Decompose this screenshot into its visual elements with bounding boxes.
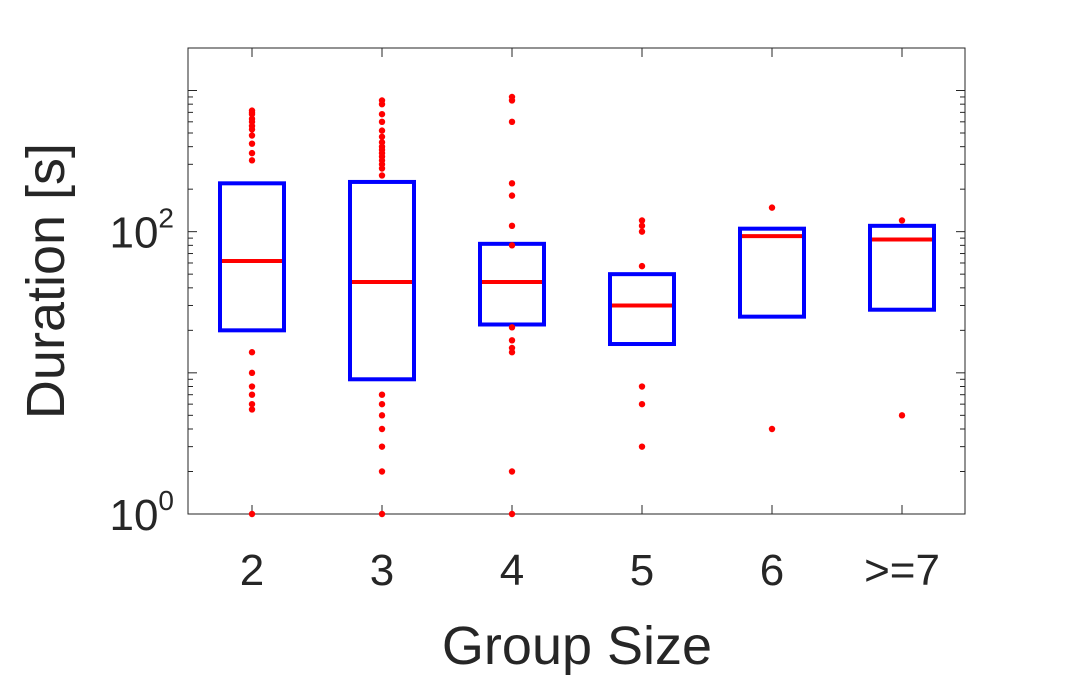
outlier-point [508, 468, 516, 475]
outlier-point [508, 337, 516, 344]
outlier-point [638, 228, 646, 235]
outlier-point [248, 140, 256, 147]
outlier-point [378, 425, 386, 433]
y-tick-label: 100 [109, 485, 174, 540]
outlier-point [638, 262, 646, 270]
x-tick-label: >=7 [864, 546, 940, 595]
plot-area [187, 47, 966, 515]
outlier-point [768, 425, 776, 433]
outlier-point [508, 93, 516, 101]
outlier-point [508, 344, 516, 352]
minor-ticks [188, 47, 965, 473]
y-tick-label-exponent: 0 [158, 485, 174, 516]
x-tick-label: 3 [370, 546, 394, 595]
outlier-point [248, 391, 256, 398]
outlier-point [248, 406, 256, 413]
outlier-point [508, 242, 516, 249]
outlier-point [378, 118, 386, 126]
outlier-point [248, 400, 256, 408]
outlier-point [508, 324, 516, 331]
box-4 [608, 272, 676, 347]
outlier-point [508, 222, 516, 230]
outlier-point [638, 400, 646, 408]
outlier-point [378, 468, 386, 475]
outlier-point [378, 139, 386, 146]
x-tick-label: 2 [240, 546, 264, 595]
x-tick-label: 5 [630, 546, 654, 595]
outlier-point [378, 400, 386, 408]
outlier-point [248, 157, 256, 164]
outlier-point [638, 443, 646, 450]
outlier-point [248, 369, 256, 377]
y-tick-label: 102 [109, 203, 174, 258]
outlier-point [248, 510, 256, 518]
outlier-point [378, 143, 386, 150]
outlier-point [378, 172, 386, 179]
x-axis-title: Group Size [442, 616, 712, 676]
outliers [248, 93, 906, 518]
y-tick-label-base: 10 [109, 491, 158, 540]
outlier-point [378, 133, 386, 140]
y-axis-title: Duration [s] [16, 143, 76, 419]
outlier-point [248, 132, 256, 139]
outlier-point [248, 115, 256, 123]
x-tick-label: 4 [500, 546, 524, 595]
outlier-point [378, 97, 386, 104]
outlier-point [248, 349, 256, 356]
x-tick-labels: 2 3 4 5 6 >=7 [240, 546, 940, 595]
outlier-point [248, 149, 256, 157]
outlier-point [378, 443, 386, 450]
outlier-point [508, 180, 516, 187]
outlier-point [378, 391, 386, 398]
boxes [218, 179, 936, 382]
box-2 [348, 179, 416, 382]
outlier-point [378, 127, 386, 134]
outlier-point [638, 383, 646, 390]
y-tick-label-base: 10 [109, 209, 158, 258]
outlier-point [378, 412, 386, 419]
box-1 [218, 181, 286, 333]
outlier-point [378, 110, 386, 118]
y-tick-label-exponent: 2 [158, 203, 174, 234]
outlier-point [898, 217, 906, 224]
x-tick-label: 6 [760, 546, 784, 595]
box-5 [738, 226, 806, 319]
outlier-point [248, 107, 256, 114]
outlier-point [378, 510, 386, 518]
box-6 [868, 223, 936, 312]
outlier-point [638, 222, 646, 230]
outlier-point [508, 192, 516, 199]
outlier-point [248, 383, 256, 390]
outlier-point [898, 412, 906, 419]
outlier-point [768, 204, 776, 211]
outlier-point [508, 510, 516, 518]
outlier-point [508, 118, 516, 126]
outlier-point [638, 217, 646, 224]
